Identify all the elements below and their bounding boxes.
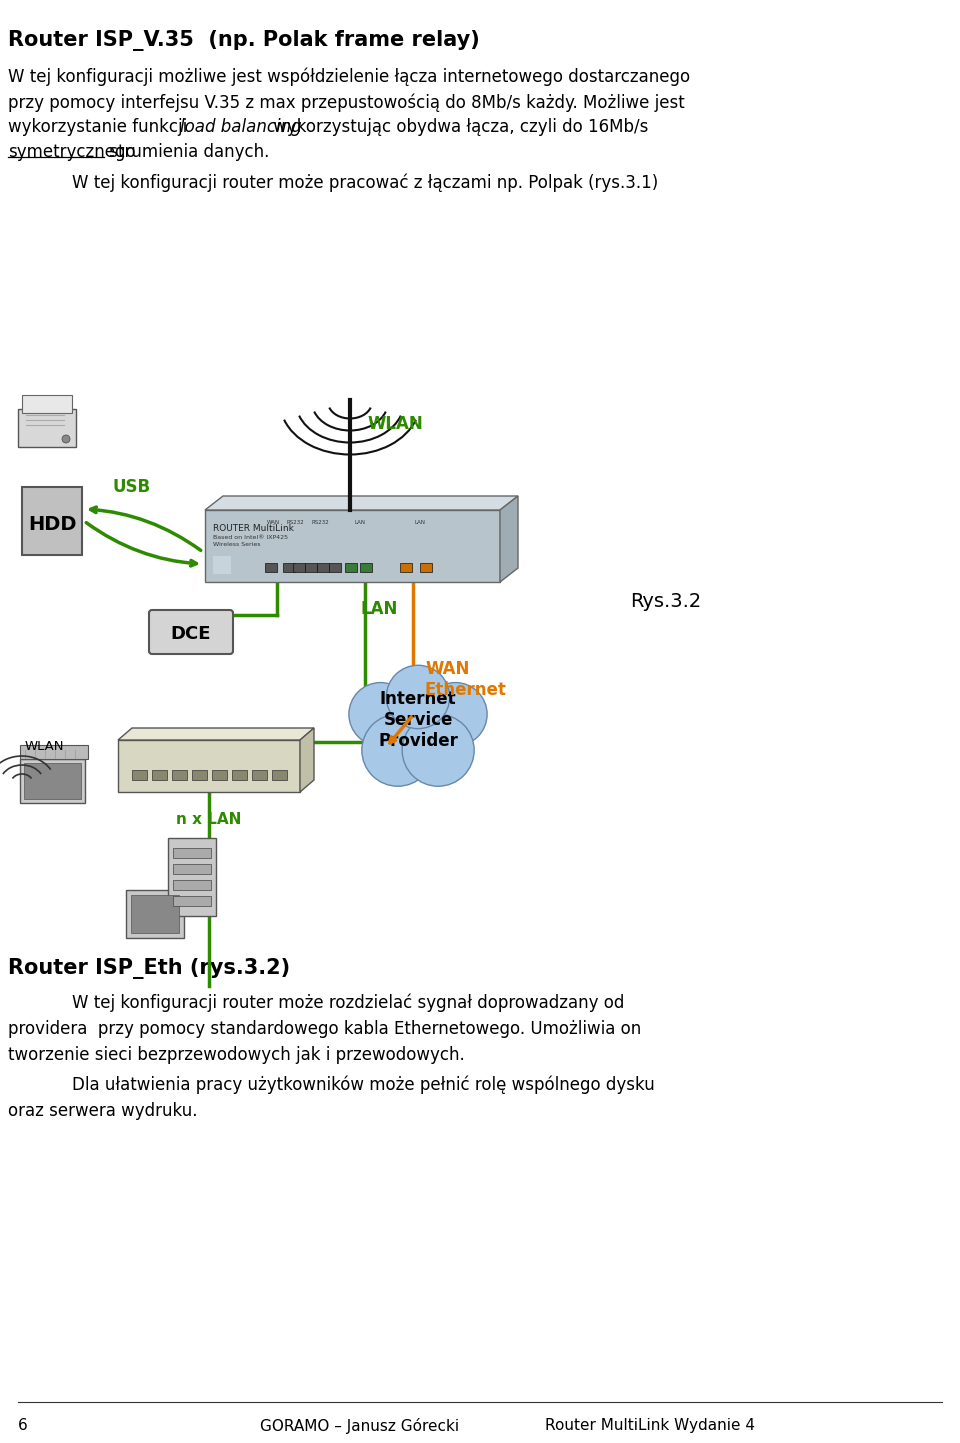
Text: Internet
Service
Provider: Internet Service Provider bbox=[378, 690, 458, 750]
Text: RS232: RS232 bbox=[311, 519, 329, 525]
Text: LAN: LAN bbox=[360, 600, 397, 618]
Text: WLAN: WLAN bbox=[368, 416, 423, 433]
Text: LAN: LAN bbox=[354, 519, 366, 525]
Circle shape bbox=[62, 434, 70, 443]
Text: GORAMO – Janusz Górecki: GORAMO – Janusz Górecki bbox=[260, 1418, 459, 1434]
Circle shape bbox=[374, 677, 461, 763]
FancyBboxPatch shape bbox=[20, 759, 85, 802]
FancyBboxPatch shape bbox=[173, 848, 211, 859]
FancyBboxPatch shape bbox=[213, 556, 231, 574]
FancyBboxPatch shape bbox=[152, 771, 167, 781]
FancyBboxPatch shape bbox=[131, 895, 179, 934]
Text: wykorzystanie funkcji: wykorzystanie funkcji bbox=[8, 118, 193, 136]
Text: Wireless Series: Wireless Series bbox=[213, 543, 260, 547]
Text: symetrycznego: symetrycznego bbox=[8, 143, 135, 162]
Text: LAN: LAN bbox=[415, 519, 425, 525]
Circle shape bbox=[423, 683, 487, 746]
Text: n x LAN: n x LAN bbox=[177, 812, 242, 827]
Text: WAN
Ethernet: WAN Ethernet bbox=[425, 659, 507, 698]
Circle shape bbox=[402, 714, 474, 786]
Text: WAN: WAN bbox=[267, 519, 279, 525]
Polygon shape bbox=[205, 496, 518, 509]
FancyBboxPatch shape bbox=[173, 880, 211, 890]
Polygon shape bbox=[118, 729, 314, 740]
Text: przy pomocy interfejsu V.35 z max przepustowością do 8Mb/s każdy. Możliwe jest: przy pomocy interfejsu V.35 z max przepu… bbox=[8, 92, 684, 111]
Circle shape bbox=[386, 665, 449, 729]
FancyBboxPatch shape bbox=[172, 771, 187, 781]
FancyBboxPatch shape bbox=[173, 896, 211, 906]
Text: WLAN: WLAN bbox=[25, 740, 64, 753]
FancyBboxPatch shape bbox=[360, 563, 372, 571]
Text: strumienia danych.: strumienia danych. bbox=[104, 143, 270, 162]
Circle shape bbox=[362, 714, 434, 786]
FancyBboxPatch shape bbox=[22, 395, 72, 413]
FancyBboxPatch shape bbox=[22, 486, 82, 556]
FancyBboxPatch shape bbox=[420, 563, 432, 571]
FancyBboxPatch shape bbox=[205, 509, 500, 582]
Text: Rys.3.2: Rys.3.2 bbox=[630, 592, 701, 610]
FancyBboxPatch shape bbox=[232, 771, 247, 781]
Text: oraz serwera wydruku.: oraz serwera wydruku. bbox=[8, 1102, 198, 1120]
FancyBboxPatch shape bbox=[132, 771, 147, 781]
FancyBboxPatch shape bbox=[272, 771, 287, 781]
FancyBboxPatch shape bbox=[400, 563, 412, 571]
FancyBboxPatch shape bbox=[329, 563, 341, 571]
Text: DCE: DCE bbox=[171, 625, 211, 644]
FancyBboxPatch shape bbox=[173, 864, 211, 874]
Text: Router ISP_V.35  (np. Polak frame relay): Router ISP_V.35 (np. Polak frame relay) bbox=[8, 30, 480, 51]
Polygon shape bbox=[500, 496, 518, 582]
FancyBboxPatch shape bbox=[283, 563, 295, 571]
FancyBboxPatch shape bbox=[18, 408, 76, 447]
FancyBboxPatch shape bbox=[20, 745, 88, 759]
Text: RS232: RS232 bbox=[286, 519, 304, 525]
FancyBboxPatch shape bbox=[24, 763, 81, 799]
Text: tworzenie sieci bezprzewodowych jak i przewodowych.: tworzenie sieci bezprzewodowych jak i pr… bbox=[8, 1046, 465, 1063]
Text: 6: 6 bbox=[18, 1418, 28, 1433]
Text: USB: USB bbox=[112, 478, 150, 496]
FancyBboxPatch shape bbox=[345, 563, 357, 571]
Text: Router MultiLink Wydanie 4: Router MultiLink Wydanie 4 bbox=[545, 1418, 755, 1433]
Text: load balancing: load balancing bbox=[180, 118, 301, 136]
FancyBboxPatch shape bbox=[126, 890, 184, 938]
FancyBboxPatch shape bbox=[252, 771, 267, 781]
FancyBboxPatch shape bbox=[317, 563, 329, 571]
Text: wykorzystując obydwa łącza, czyli do 16Mb/s: wykorzystując obydwa łącza, czyli do 16M… bbox=[268, 118, 648, 136]
Circle shape bbox=[348, 683, 412, 746]
Text: Dla ułatwienia pracy użytkowników może pełnić rolę wspólnego dysku: Dla ułatwienia pracy użytkowników może p… bbox=[72, 1076, 655, 1094]
Text: HDD: HDD bbox=[28, 515, 76, 534]
Text: W tej konfiguracji router może rozdzielać sygnał doprowadzany od: W tej konfiguracji router może rozdziela… bbox=[72, 994, 624, 1013]
Text: Router ISP_Eth (rys.3.2): Router ISP_Eth (rys.3.2) bbox=[8, 958, 290, 978]
FancyBboxPatch shape bbox=[265, 563, 277, 571]
FancyBboxPatch shape bbox=[149, 610, 233, 654]
FancyBboxPatch shape bbox=[118, 740, 300, 792]
Polygon shape bbox=[300, 729, 314, 792]
FancyBboxPatch shape bbox=[293, 563, 305, 571]
Text: ROUTER MultiLink: ROUTER MultiLink bbox=[213, 524, 294, 532]
Text: W tej konfiguracji możliwe jest współdzielenie łącza internetowego dostarczanego: W tej konfiguracji możliwe jest współdzi… bbox=[8, 68, 690, 87]
Text: W tej konfiguracji router może pracować z łączami np. Polpak (rys.3.1): W tej konfiguracji router może pracować … bbox=[72, 175, 659, 192]
FancyBboxPatch shape bbox=[168, 838, 216, 916]
FancyBboxPatch shape bbox=[305, 563, 317, 571]
Text: providera  przy pomocy standardowego kabla Ethernetowego. Umożliwia on: providera przy pomocy standardowego kabl… bbox=[8, 1020, 641, 1038]
Text: Based on Intel® IXP425: Based on Intel® IXP425 bbox=[213, 535, 288, 540]
FancyBboxPatch shape bbox=[212, 771, 227, 781]
FancyBboxPatch shape bbox=[192, 771, 207, 781]
